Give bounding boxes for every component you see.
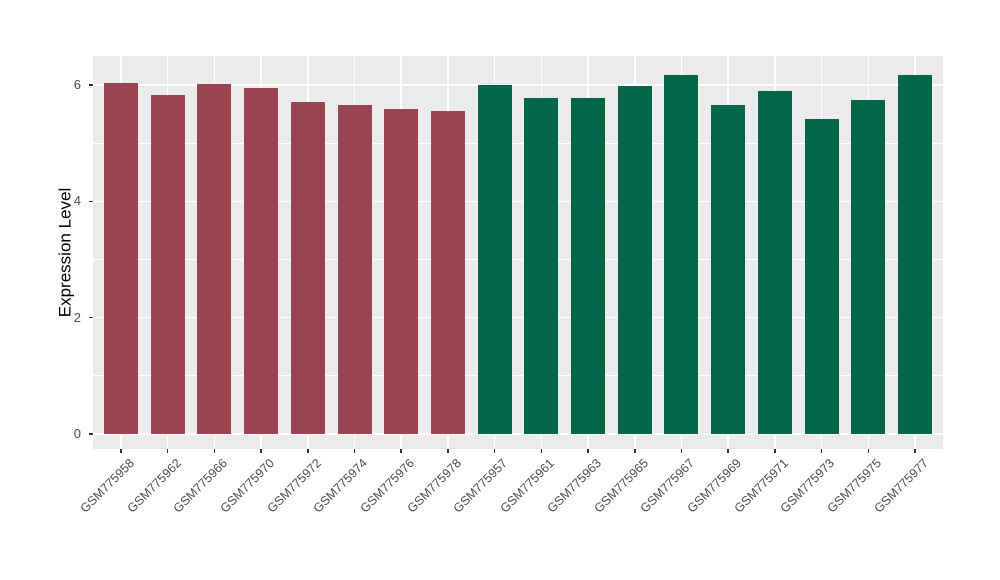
x-tick-mark xyxy=(540,449,543,453)
y-tick-mark xyxy=(88,200,93,203)
y-tick-label: 2 xyxy=(73,309,81,325)
y-tick-label: 0 xyxy=(73,426,81,441)
bar-GSM775973 xyxy=(804,118,839,434)
x-tick-mark xyxy=(120,449,122,453)
y-tick-label: 6 xyxy=(73,76,81,92)
x-tick-mark xyxy=(213,449,216,453)
x-tick-mark xyxy=(867,449,870,453)
x-tick-mark xyxy=(914,449,916,453)
x-tick-mark xyxy=(774,449,776,453)
bar-GSM775969 xyxy=(711,104,746,434)
bar-GSM775972 xyxy=(290,102,325,434)
bar-GSM775957 xyxy=(477,84,512,434)
bar-GSM775963 xyxy=(571,98,606,434)
major-gridline xyxy=(93,84,943,86)
bar-GSM775971 xyxy=(757,90,792,434)
y-tick-label: 4 xyxy=(73,193,81,209)
bar-GSM775967 xyxy=(664,75,699,434)
x-tick-mark xyxy=(587,449,589,453)
bar-GSM775978 xyxy=(430,110,465,434)
y-tick-mark xyxy=(88,316,93,319)
x-tick-mark xyxy=(493,449,496,453)
x-tick-mark xyxy=(166,449,169,453)
x-tick-mark xyxy=(307,449,309,453)
minor-gridline xyxy=(93,375,943,377)
bar-GSM775965 xyxy=(617,86,652,434)
x-tick-mark xyxy=(727,449,729,453)
x-tick-mark xyxy=(447,449,449,453)
major-gridline xyxy=(93,316,943,319)
y-tick-mark xyxy=(88,433,93,435)
bar-GSM775962 xyxy=(150,94,185,434)
plot-panel xyxy=(93,56,943,449)
bar-GSM775975 xyxy=(851,100,886,434)
x-tick-mark xyxy=(680,449,683,453)
bar-GSM775958 xyxy=(104,82,139,434)
y-axis-title: Expression Level xyxy=(55,187,75,318)
minor-gridline xyxy=(93,259,943,260)
x-tick-mark xyxy=(260,449,262,453)
minor-gridline xyxy=(93,142,943,144)
y-tick-mark xyxy=(88,84,93,86)
bar-GSM775970 xyxy=(244,88,279,434)
bar-GSM775974 xyxy=(337,104,372,434)
bar-GSM775966 xyxy=(197,83,232,434)
x-tick-mark xyxy=(400,449,402,453)
x-tick-mark xyxy=(353,449,356,453)
major-gridline xyxy=(93,200,943,203)
major-gridline xyxy=(93,433,943,435)
x-tick-mark xyxy=(634,449,636,453)
bar-GSM775977 xyxy=(897,75,932,434)
x-tick-mark xyxy=(820,449,823,453)
bar-GSM775976 xyxy=(384,108,419,434)
bar-GSM775961 xyxy=(524,98,559,434)
